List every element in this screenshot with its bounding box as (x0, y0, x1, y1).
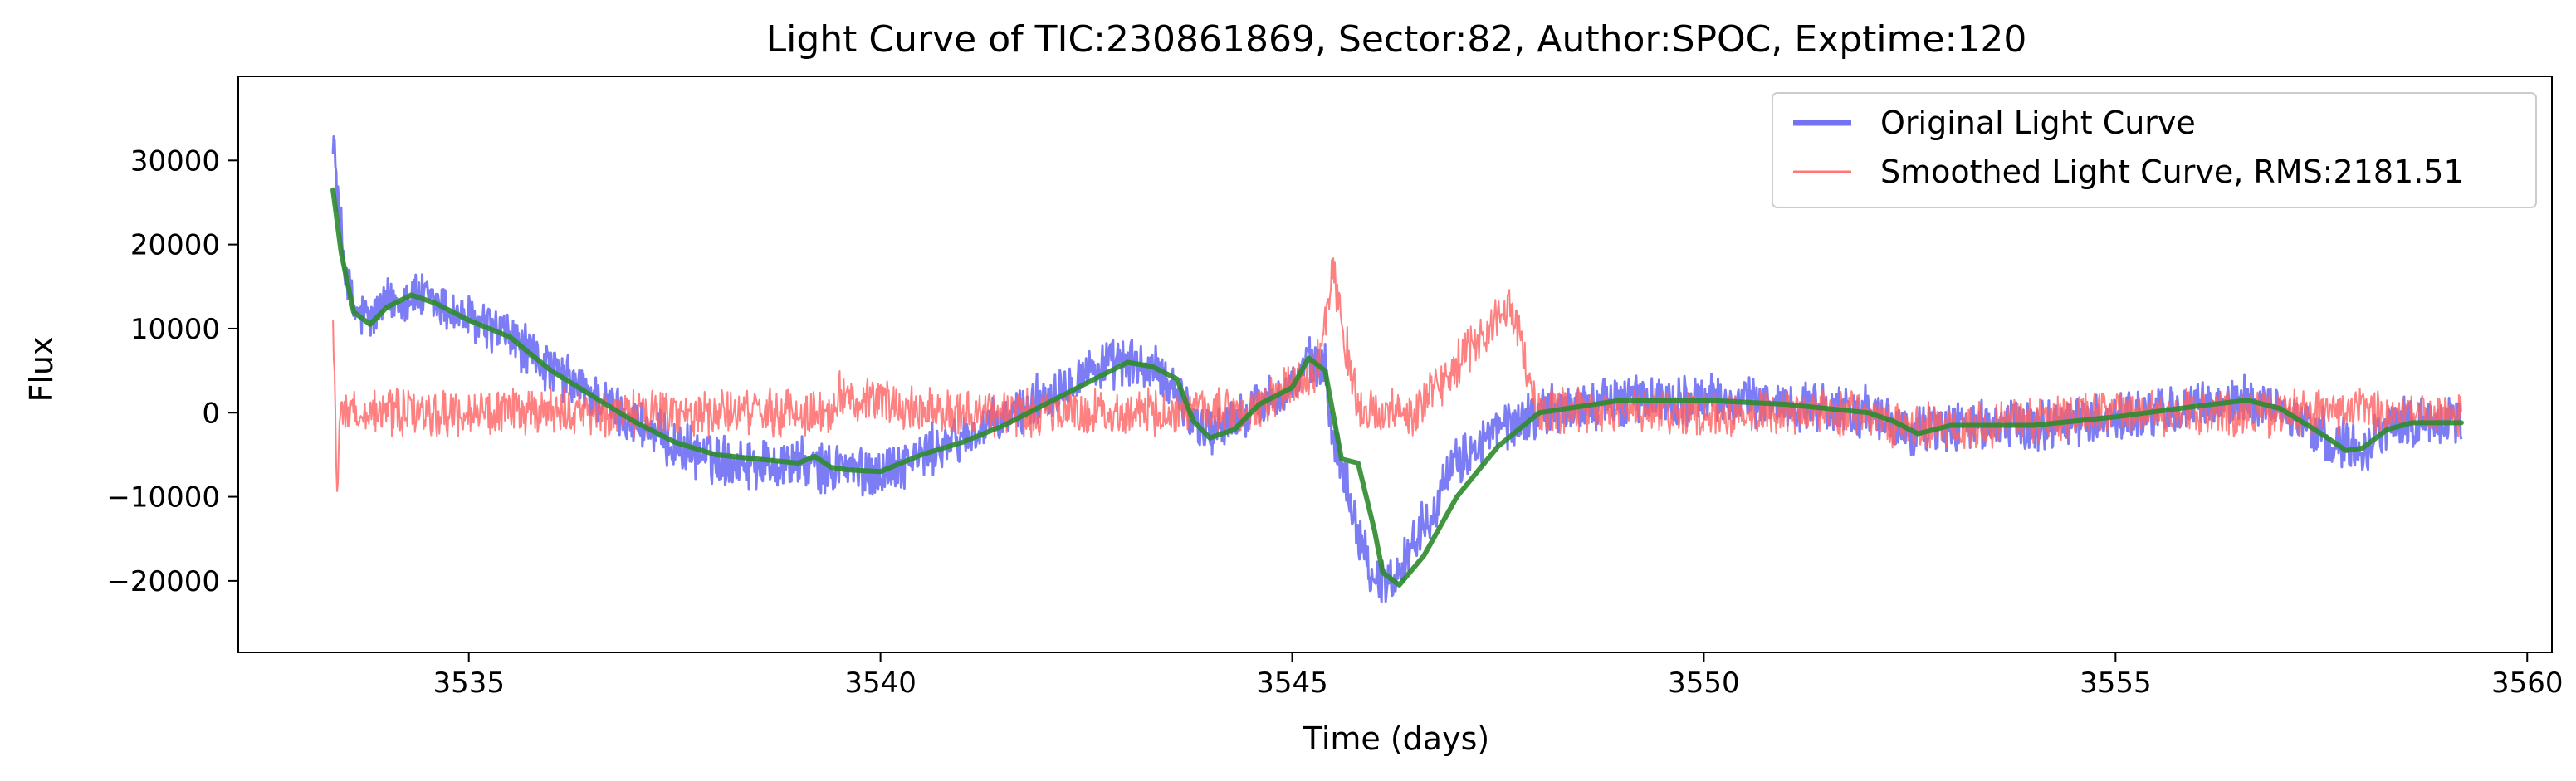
series-smoothed-light-curve (332, 257, 2462, 492)
x-tick-label: 3555 (2080, 666, 2152, 700)
legend-box (1772, 92, 2537, 208)
x-tick-label: 3560 (2491, 666, 2564, 700)
legend: Original Light Curve Smoothed Light Curv… (1772, 92, 2537, 208)
y-tick-label: −10000 (106, 481, 220, 515)
x-tick-label: 3550 (1668, 666, 1740, 700)
y-tick-label: −20000 (106, 565, 220, 598)
x-tick-label: 3545 (1256, 666, 1328, 700)
y-tick-label: 10000 (130, 313, 220, 346)
chart-title: Light Curve of TIC:230861869, Sector:82,… (766, 18, 2027, 61)
plot-frame (237, 76, 2553, 653)
y-tick-label: 20000 (130, 229, 220, 262)
series-layer (330, 135, 2464, 603)
series-trend-line (330, 187, 2464, 588)
legend-label-original: Original Light Curve (1880, 105, 2196, 141)
legend-label-smoothed: Smoothed Light Curve, RMS:2181.51 (1880, 154, 2464, 190)
y-tick-label: 0 (202, 397, 220, 430)
y-tick-label: 30000 (130, 144, 220, 178)
x-axis-label: Time (days) (1303, 720, 1489, 757)
x-tick-label: 3540 (844, 666, 917, 700)
x-tick-label: 3535 (433, 666, 505, 700)
y-axis-label: Flux (23, 337, 60, 403)
y-axis: −20000 −10000 0 10000 20000 30000 (106, 144, 238, 598)
x-axis: 3535 3540 3545 3550 3555 3560 (433, 652, 2564, 700)
